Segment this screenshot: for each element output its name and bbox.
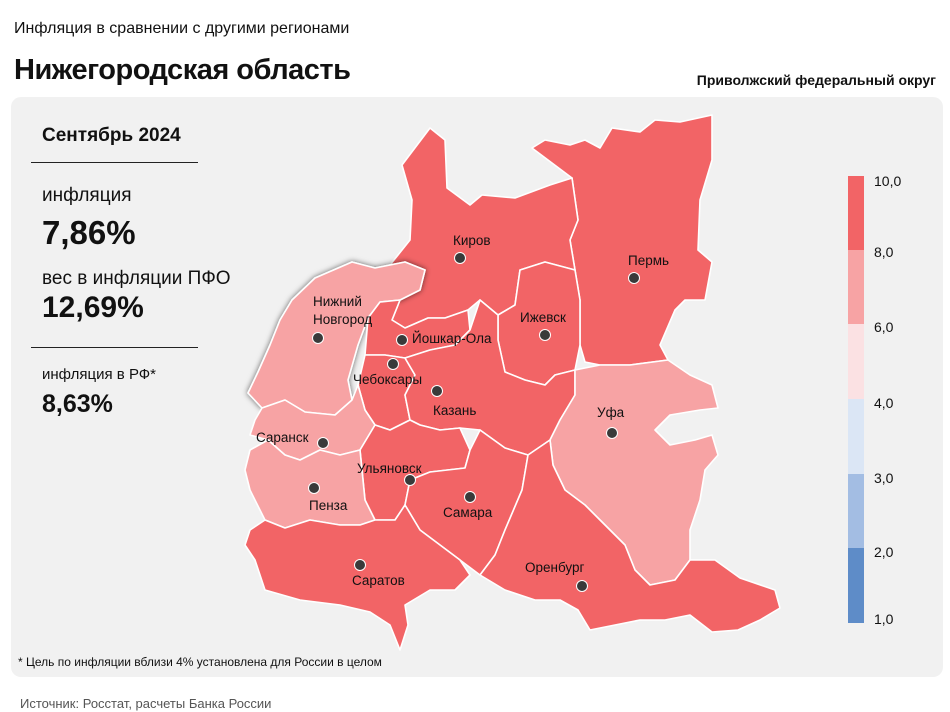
footnote: * Цель по инфляции вблизи 4% установлена… — [18, 655, 382, 669]
city-label: Саратов — [352, 573, 405, 588]
city-label: Новгород — [313, 312, 372, 327]
city-samara[interactable]: Самара — [443, 491, 493, 521]
city-markers: Киров Пермь Нижний Новгород Йошкар-Ола И… — [256, 233, 669, 592]
legend-band-1-2 — [848, 548, 864, 623]
legend-tick: 4,0 — [874, 395, 894, 411]
city-dot — [454, 252, 466, 264]
city-orenburg[interactable]: Оренбург — [525, 560, 588, 592]
city-dot — [308, 482, 320, 494]
city-label: Ульяновск — [357, 461, 422, 476]
city-label: Саранск — [256, 430, 309, 445]
legend-tick: 10,0 — [874, 173, 901, 189]
legend-band-6-8 — [848, 250, 864, 324]
city-izhevsk[interactable]: Ижевск — [520, 310, 566, 341]
city-label: Йошкар-Ола — [412, 331, 492, 346]
legend-band-4-6 — [848, 324, 864, 399]
source-note: Источник: Росстат, расчеты Банка России — [20, 696, 272, 711]
city-label: Чебоксары — [353, 372, 422, 387]
city-label: Казань — [433, 403, 476, 418]
city-dot — [576, 580, 588, 592]
city-saratov[interactable]: Саратов — [352, 559, 405, 589]
rf-inflation-value: 8,63% — [42, 390, 113, 418]
city-label: Пермь — [628, 253, 669, 268]
city-kirov[interactable]: Киров — [453, 233, 491, 264]
city-ulyanovsk[interactable]: Ульяновск — [357, 461, 422, 486]
city-penza[interactable]: Пенза — [308, 482, 348, 514]
district-label: Приволжский федеральный округ — [696, 72, 936, 88]
city-label: Пенза — [309, 498, 348, 513]
subtitle: Инфляция в сравнении с другими регионами — [14, 20, 350, 37]
page-title: Нижегородская область — [14, 54, 351, 86]
city-dot — [539, 329, 551, 341]
city-label: Киров — [453, 233, 491, 248]
city-dot — [354, 559, 366, 571]
legend-band-2-3 — [848, 474, 864, 548]
city-nizhny[interactable]: Нижний Новгород — [312, 294, 373, 344]
city-label: Самара — [443, 505, 493, 520]
divider — [31, 162, 198, 163]
legend-tick: 8,0 — [874, 244, 894, 260]
region-map: Киров Пермь Нижний Новгород Йошкар-Ола И… — [244, 114, 901, 651]
region-saratov[interactable] — [244, 504, 471, 651]
city-label: Нижний — [313, 294, 362, 309]
inflation-label: инфляция — [42, 185, 132, 206]
legend-tick: 3,0 — [874, 470, 894, 486]
city-dot — [396, 334, 408, 346]
legend-tick: 6,0 — [874, 319, 894, 335]
city-dot — [431, 385, 443, 397]
inflation-value: 7,86% — [42, 214, 136, 251]
city-kazan[interactable]: Казань — [431, 385, 477, 419]
weight-value: 12,69% — [42, 291, 144, 324]
map-panel: Киров Пермь Нижний Новгород Йошкар-Ола И… — [11, 97, 943, 677]
legend-band-8-10 — [848, 176, 864, 250]
city-dot — [606, 427, 618, 439]
legend-tick: 1,0 — [874, 611, 894, 627]
divider — [31, 347, 198, 348]
city-perm[interactable]: Пермь — [628, 253, 669, 284]
period-label: Сентябрь 2024 — [42, 125, 181, 146]
region-orenburg[interactable] — [479, 439, 781, 633]
city-dot — [317, 437, 329, 449]
city-label: Оренбург — [525, 560, 585, 575]
city-dot — [628, 272, 640, 284]
city-dot — [464, 491, 476, 503]
city-label: Уфа — [597, 405, 625, 420]
city-dot — [404, 474, 416, 486]
city-cheboksary[interactable]: Чебоксары — [353, 358, 422, 388]
city-saransk[interactable]: Саранск — [256, 430, 329, 449]
city-yoshkar[interactable]: Йошкар-Ола — [396, 331, 492, 346]
weight-label: вес в инфляции ПФО — [42, 268, 231, 289]
legend-tick: 2,0 — [874, 544, 894, 560]
city-ufa[interactable]: Уфа — [597, 405, 625, 439]
city-dot — [312, 332, 324, 344]
rf-inflation-label: инфляция в РФ* — [42, 366, 157, 383]
color-scale-legend: 10,0 8,0 6,0 4,0 3,0 2,0 1,0 — [848, 173, 901, 627]
city-dot — [387, 358, 399, 370]
city-label: Ижевск — [520, 310, 566, 325]
legend-band-3-4 — [848, 399, 864, 474]
